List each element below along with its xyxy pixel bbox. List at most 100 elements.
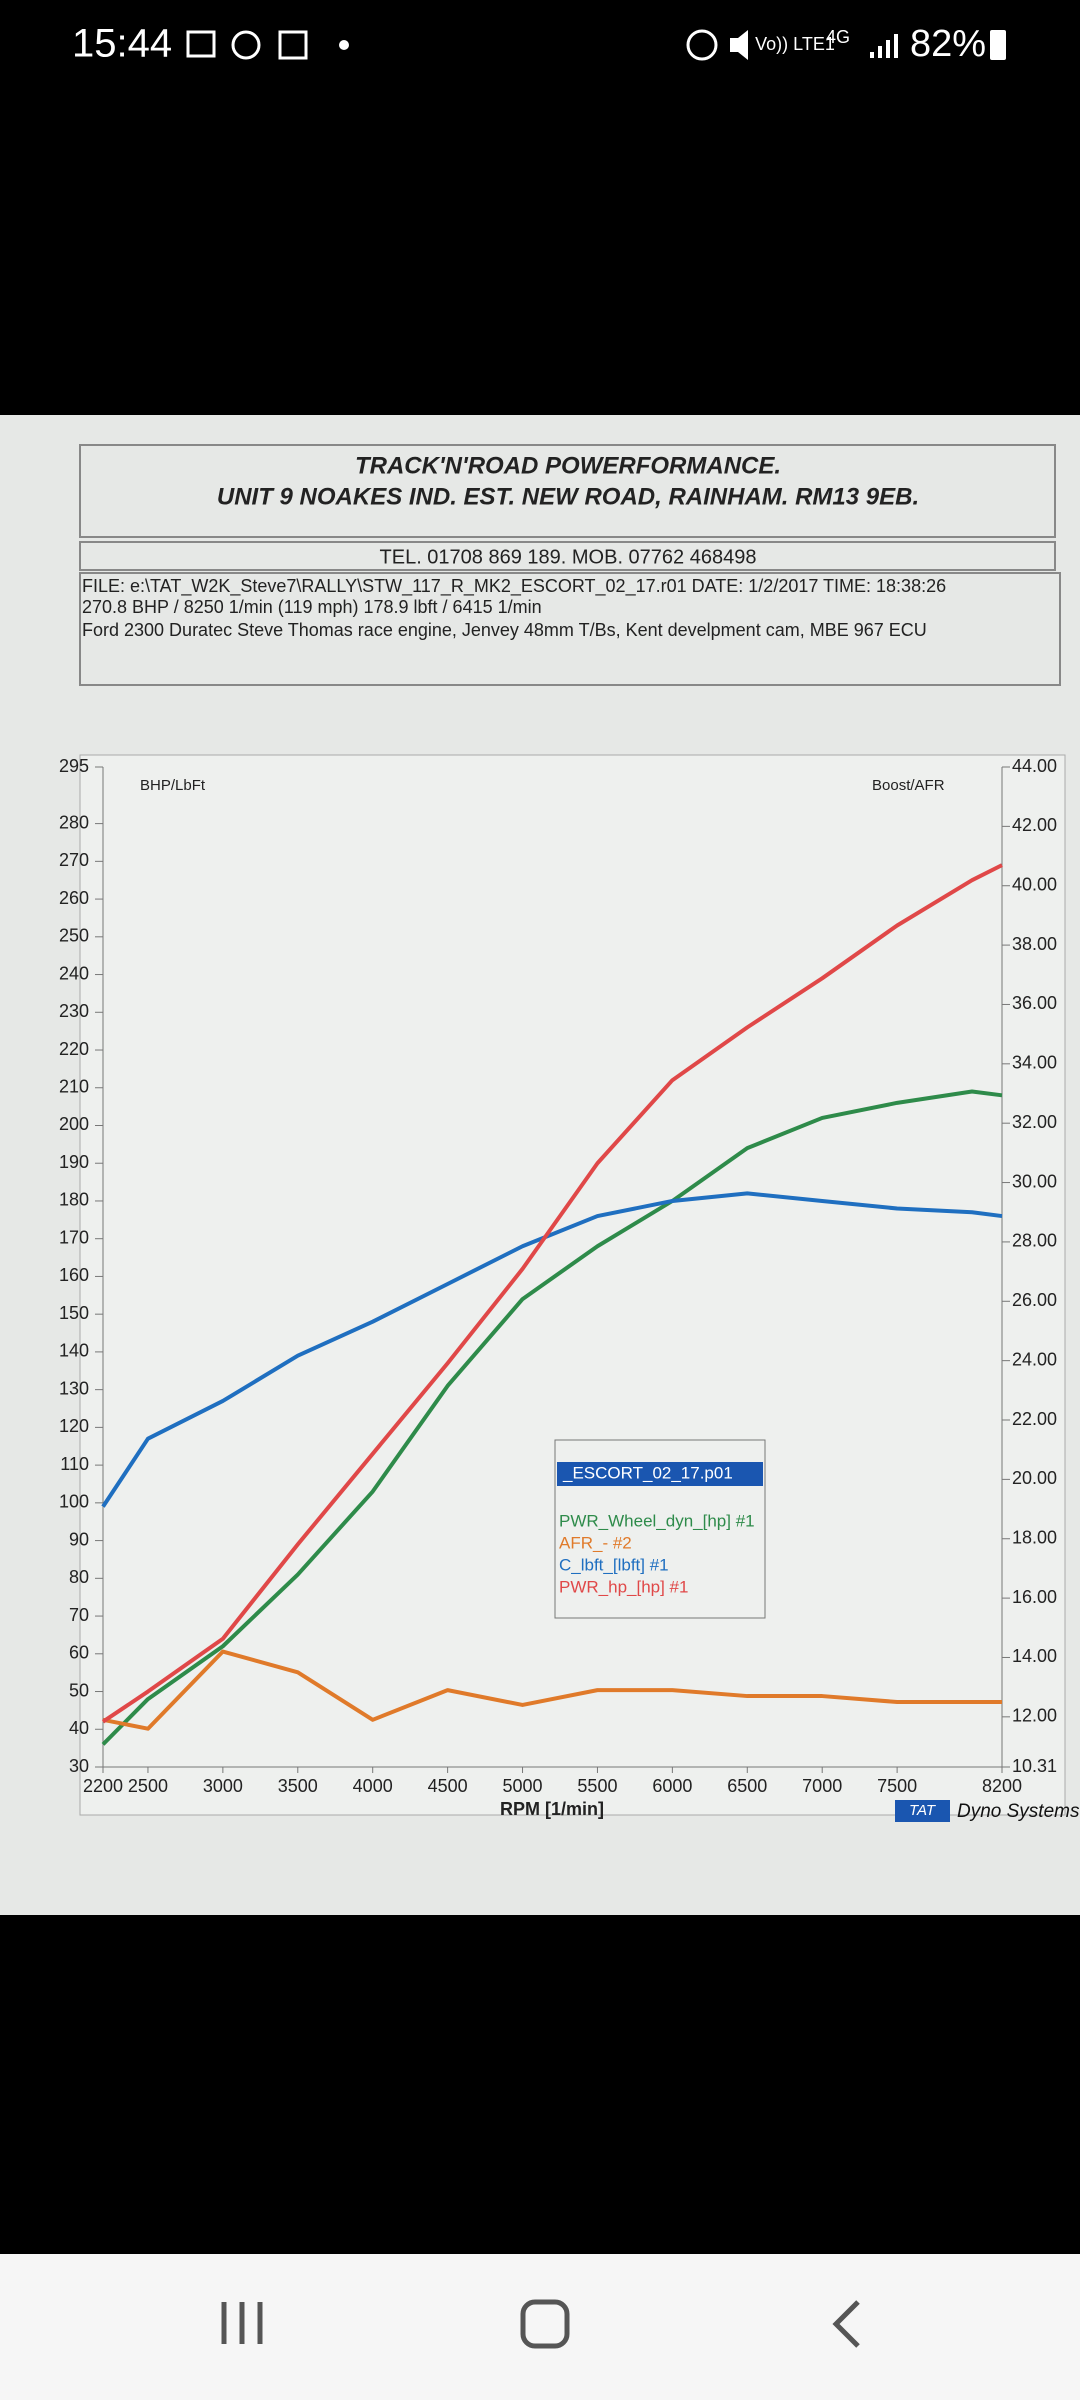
y-tick-label: 100	[59, 1492, 89, 1512]
x-tick-label: 2500	[128, 1776, 168, 1796]
y2-tick-label: 40.00	[1012, 874, 1057, 894]
y2-tick-label: 22.00	[1012, 1409, 1057, 1429]
y-tick-label: 240	[59, 963, 89, 983]
home-button[interactable]	[520, 2299, 570, 2349]
peak-info: 270.8 BHP / 8250 1/min (119 mph) 178.9 l…	[82, 597, 542, 617]
y-tick-label: 270	[59, 850, 89, 870]
dot	[339, 40, 349, 50]
y-tick-label: 110	[60, 1454, 89, 1474]
y2-tick-label: 14.00	[1012, 1646, 1057, 1666]
battery-icon	[990, 30, 1006, 60]
nav-bar	[0, 2254, 1080, 2400]
chart-frame	[79, 754, 1066, 1816]
x-tick-label: 7500	[877, 1776, 917, 1796]
y-axis-label: BHP/LbFt	[140, 777, 206, 794]
network: Vo)) LTE1	[755, 34, 835, 54]
phone-box	[79, 541, 1056, 571]
y-tick-label: 220	[59, 1039, 89, 1059]
brand-badge-bg	[895, 1800, 950, 1822]
legend-entry: PWR_hp_[hp] #1	[559, 1577, 688, 1596]
signal-type: 4G	[826, 27, 850, 47]
y-tick-label: 30	[69, 1756, 89, 1776]
gallery-icon	[186, 30, 216, 58]
y-tick-label: 280	[59, 812, 89, 832]
y2-tick-label: 10.31	[1012, 1756, 1057, 1776]
y-tick-label: 260	[59, 888, 89, 908]
series-line	[101, 1089, 1003, 1746]
y2-tick-label: 36.00	[1012, 993, 1057, 1013]
y2-tick-label: 12.00	[1012, 1706, 1057, 1726]
y2-tick-label: 16.00	[1012, 1587, 1057, 1607]
battery-level: 82%	[910, 23, 986, 65]
y-tick-label: 170	[59, 1227, 89, 1247]
y2-tick-label: 20.00	[1012, 1468, 1057, 1488]
y-tick-label: 80	[69, 1567, 89, 1587]
engine-info: Ford 2300 Duratec Steve Thomas race engi…	[82, 620, 927, 640]
status-time: 15:44	[72, 22, 172, 66]
x-axis-label: RPM [1/min]	[500, 1799, 604, 1819]
y2-tick-label: 24.00	[1012, 1349, 1057, 1369]
file-info: FILE: e:\TAT_W2K_Steve7\RALLY\STW_117_R_…	[82, 576, 946, 597]
x-tick-label: 3500	[278, 1776, 318, 1796]
y-tick-label: 295	[59, 756, 89, 776]
legend-title: _ESCORT_02_17.p01	[562, 1463, 733, 1482]
y-tick-label: 90	[69, 1529, 89, 1549]
y2-tick-label: 30.00	[1012, 1171, 1057, 1191]
legend-entry: C_lbft_[lbft] #1	[559, 1555, 669, 1574]
y-tick-label: 60	[69, 1643, 89, 1663]
mute-icon	[730, 30, 748, 60]
brand-badge: TAT	[909, 1802, 937, 1819]
x-tick-label: 6000	[652, 1776, 692, 1796]
x-tick-label: 8200	[982, 1776, 1022, 1796]
recents-button[interactable]	[221, 2302, 263, 2344]
y-tick-label: 190	[59, 1152, 89, 1172]
y2-tick-label: 32.00	[1012, 1112, 1057, 1132]
info-box	[79, 572, 1061, 686]
x-tick-label: 7000	[802, 1776, 842, 1796]
signal-bars	[870, 34, 898, 58]
y2-tick-label: 34.00	[1012, 1053, 1057, 1073]
legend-title-bg	[557, 1462, 763, 1486]
alarm-icon	[686, 29, 718, 61]
x-tick-label: 5000	[503, 1776, 543, 1796]
y-tick-label: 210	[59, 1077, 89, 1097]
calendar-icon	[278, 30, 308, 60]
x-tick-label: 4500	[428, 1776, 468, 1796]
y-tick-label: 70	[69, 1605, 89, 1625]
y2-tick-label: 38.00	[1012, 934, 1057, 954]
legend-entry: AFR_- #2	[559, 1533, 632, 1552]
y-tick-label: 130	[59, 1378, 89, 1398]
x-tick-label: 3000	[203, 1776, 243, 1796]
y-tick-label: 180	[59, 1190, 89, 1210]
y-tick-label: 250	[59, 926, 89, 946]
brand: Dyno Systems	[957, 1801, 1080, 1822]
y2-tick-label: 26.00	[1012, 1290, 1057, 1310]
y2-tick-label: 42.00	[1012, 815, 1057, 835]
x-tick-label: 4000	[353, 1776, 393, 1796]
y-tick-label: 160	[59, 1265, 89, 1285]
y2-tick-label: 44.00	[1012, 756, 1057, 776]
address: UNIT 9 NOAKES IND. EST. NEW ROAD, RAINHA…	[217, 483, 919, 510]
company: TRACK'N'ROAD POWERFORMANCE.	[355, 452, 781, 479]
phone: TEL. 01708 869 189. MOB. 07762 468498	[380, 546, 757, 568]
y2-tick-label: 18.00	[1012, 1527, 1057, 1547]
x-tick-label: 5500	[577, 1776, 617, 1796]
y2-tick-label: 28.00	[1012, 1231, 1057, 1251]
series-line	[102, 1649, 1002, 1731]
y-tick-label: 150	[59, 1303, 89, 1323]
y-tick-label: 50	[69, 1680, 89, 1700]
y-tick-label: 140	[59, 1341, 89, 1361]
x-tick-label: 2200	[83, 1776, 123, 1796]
back-button[interactable]	[832, 2300, 860, 2348]
y-tick-label: 200	[59, 1114, 89, 1134]
x-tick-label: 6500	[727, 1776, 767, 1796]
y2-axis-label: Boost/AFR	[872, 777, 945, 794]
legend-entry: PWR_Wheel_dyn_[hp] #1	[559, 1511, 755, 1530]
y-tick-label: 120	[59, 1416, 89, 1436]
notify-icon	[231, 30, 261, 60]
y-tick-label: 40	[69, 1718, 89, 1738]
header-box	[79, 444, 1056, 538]
y-tick-label: 230	[59, 1001, 89, 1021]
